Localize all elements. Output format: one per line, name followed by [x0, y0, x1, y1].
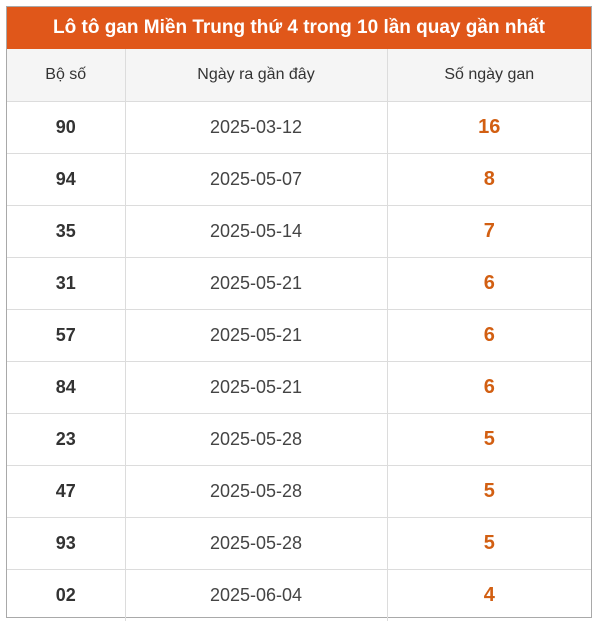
column-header-days: Số ngày gan: [387, 49, 591, 102]
column-header-number: Bộ số: [7, 49, 126, 102]
table-row: 31 2025-05-21 6: [7, 257, 591, 310]
cell-date: 2025-05-21: [125, 361, 388, 414]
cell-days: 6: [387, 257, 591, 310]
lo-gan-table: Bộ số Ngày ra gần đây Số ngày gan 90 202…: [7, 49, 591, 621]
cell-number: 93: [7, 517, 126, 570]
cell-date: 2025-05-28: [125, 465, 388, 518]
cell-date: 2025-06-04: [125, 569, 388, 621]
cell-number: 47: [7, 465, 126, 518]
cell-date: 2025-03-12: [125, 101, 388, 154]
cell-days: 8: [387, 153, 591, 206]
cell-days: 5: [387, 413, 591, 466]
cell-days: 7: [387, 205, 591, 258]
cell-days: 6: [387, 309, 591, 362]
table-row: 93 2025-05-28 5: [7, 517, 591, 570]
table-header-row: Bộ số Ngày ra gần đây Số ngày gan: [7, 49, 591, 102]
cell-number: 31: [7, 257, 126, 310]
cell-date: 2025-05-21: [125, 309, 388, 362]
cell-days: 6: [387, 361, 591, 414]
cell-days: 16: [387, 101, 591, 154]
table-row: 02 2025-06-04 4: [7, 569, 591, 621]
cell-number: 90: [7, 101, 126, 154]
cell-number: 57: [7, 309, 126, 362]
table-row: 35 2025-05-14 7: [7, 205, 591, 258]
table-row: 57 2025-05-21 6: [7, 309, 591, 362]
table-title: Lô tô gan Miền Trung thứ 4 trong 10 lần …: [7, 7, 591, 49]
table-row: 47 2025-05-28 5: [7, 465, 591, 518]
table-row: 23 2025-05-28 5: [7, 413, 591, 466]
table-row: 90 2025-03-12 16: [7, 101, 591, 154]
table-row: 84 2025-05-21 6: [7, 361, 591, 414]
lo-gan-table-card: Lô tô gan Miền Trung thứ 4 trong 10 lần …: [6, 6, 592, 621]
cell-number: 94: [7, 153, 126, 206]
cell-date: 2025-05-28: [125, 413, 388, 466]
cell-number: 35: [7, 205, 126, 258]
cell-date: 2025-05-28: [125, 517, 388, 570]
cell-date: 2025-05-14: [125, 205, 388, 258]
cell-number: 02: [7, 569, 126, 621]
cell-number: 84: [7, 361, 126, 414]
cell-number: 23: [7, 413, 126, 466]
column-header-date: Ngày ra gần đây: [125, 49, 388, 102]
cell-date: 2025-05-21: [125, 257, 388, 310]
cell-days: 5: [387, 465, 591, 518]
cell-days: 5: [387, 517, 591, 570]
table-row: 94 2025-05-07 8: [7, 153, 591, 206]
cell-days: 4: [483, 584, 495, 606]
cell-date: 2025-05-07: [125, 153, 388, 206]
